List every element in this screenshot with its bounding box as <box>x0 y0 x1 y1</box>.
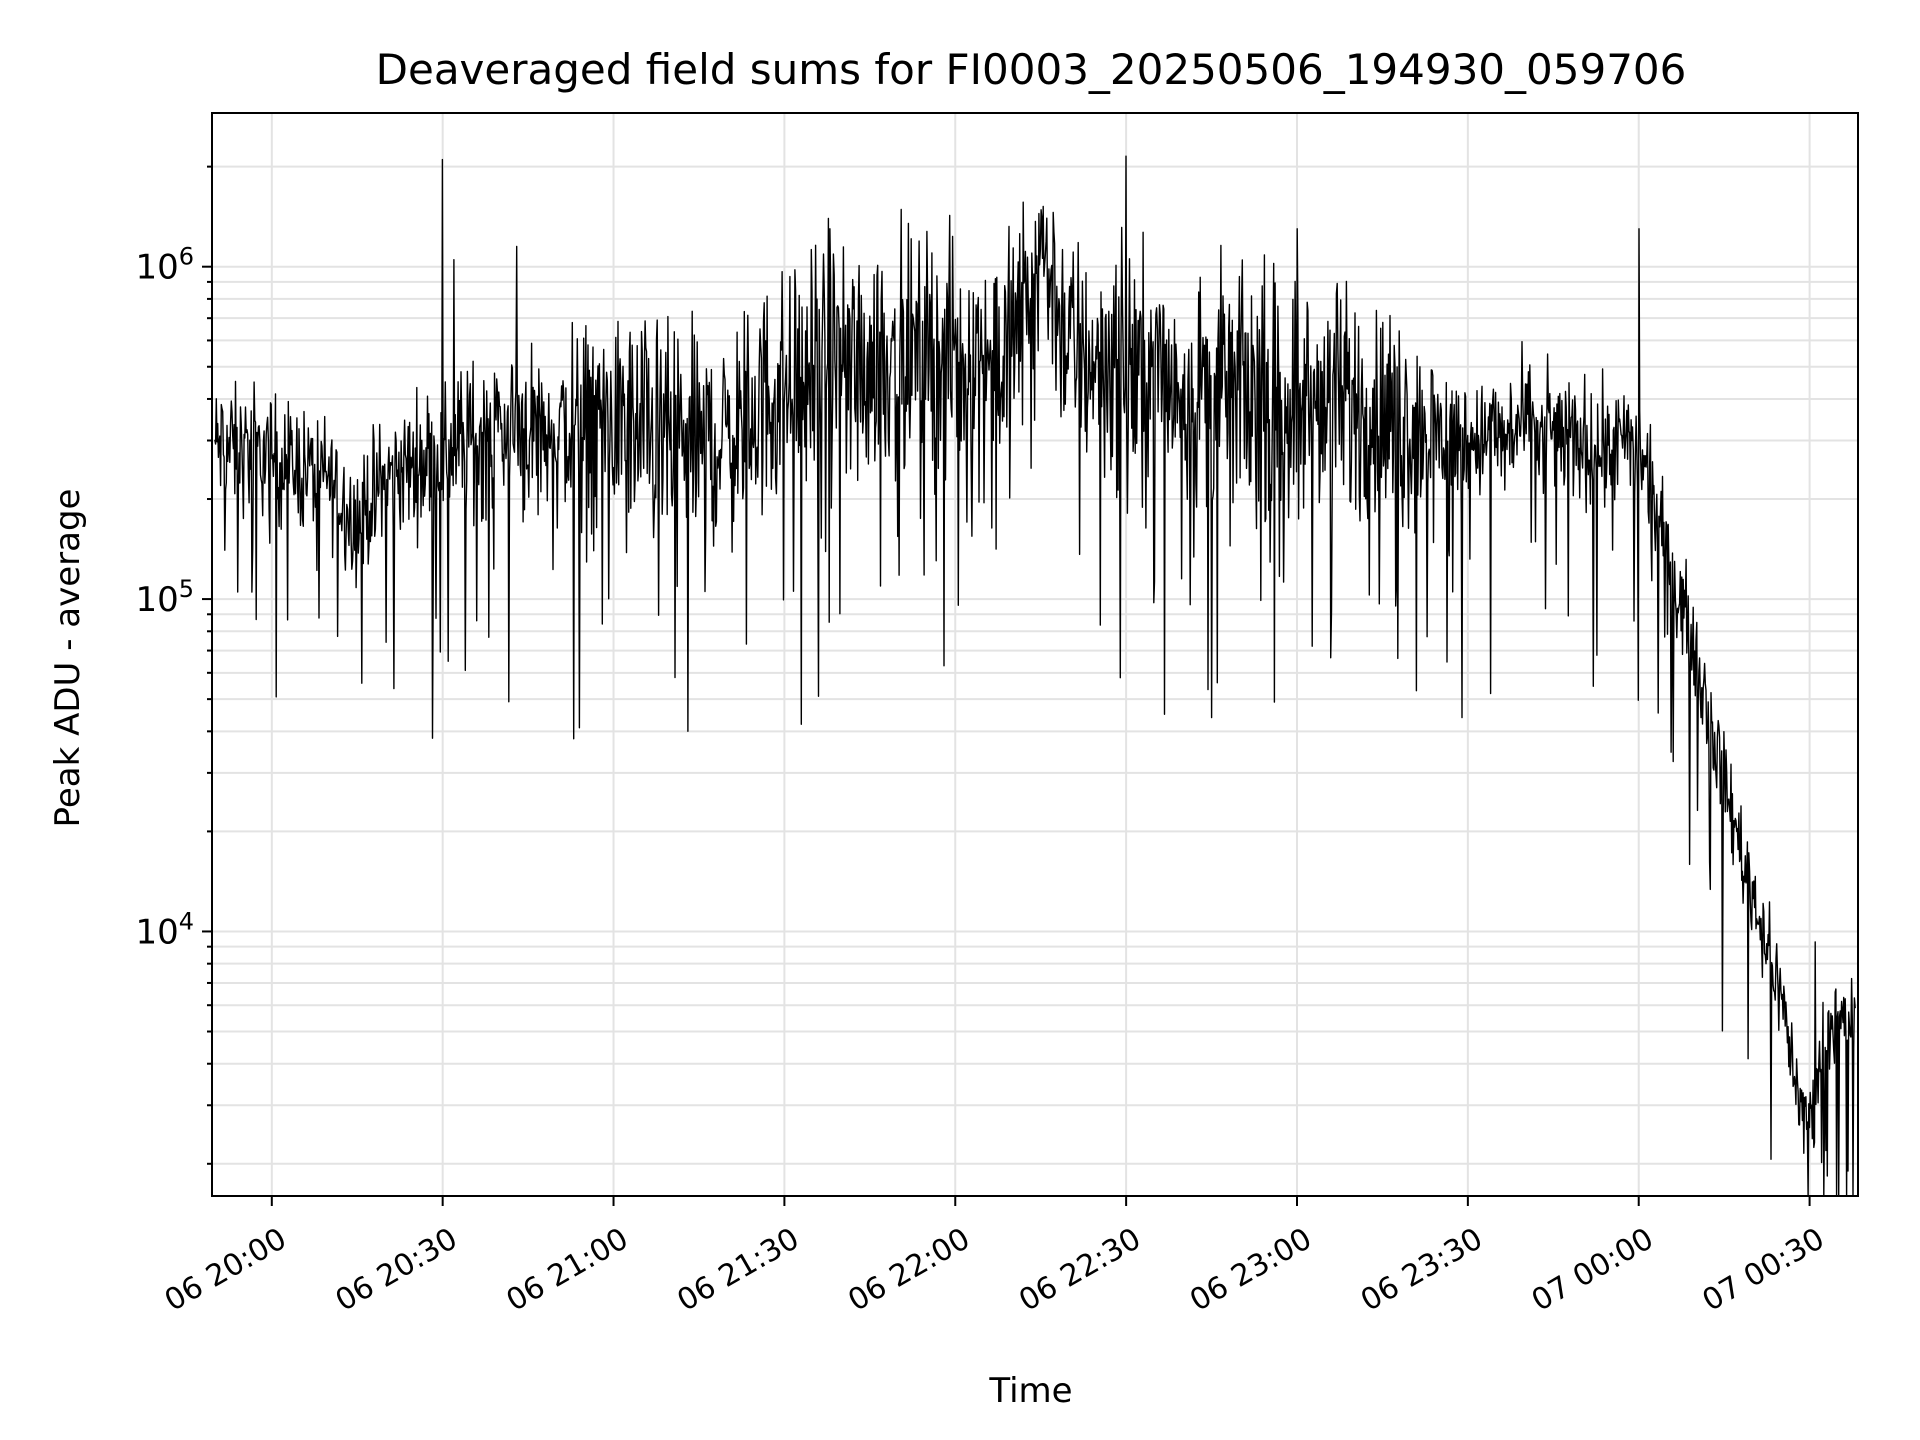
chart-title: Deaveraged field sums for FI0003_2025050… <box>376 45 1687 94</box>
y-axis-ticks: 104 105 106 <box>135 165 212 1165</box>
series-line <box>214 155 1856 1197</box>
y-tick-label: 105 <box>135 575 194 620</box>
y-axis-label: Peak ADU - average <box>48 489 88 828</box>
x-axis-label: Time <box>988 1371 1072 1411</box>
y-tick-label: 106 <box>135 243 194 288</box>
series-layer <box>214 155 1856 1197</box>
plot-frame <box>211 112 1859 1197</box>
y-tick-label: 104 <box>135 907 194 952</box>
